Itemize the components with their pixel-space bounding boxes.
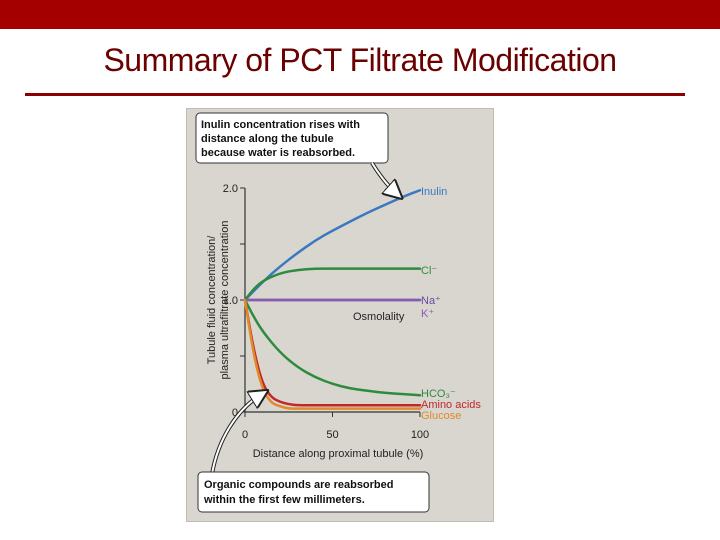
series-label-glucose: Glucose <box>421 410 461 422</box>
callout-bottom-line-1: Organic compounds are reabsorbed <box>204 479 394 491</box>
series-line-glucose <box>243 298 422 410</box>
top-accent-bar <box>0 0 720 29</box>
series-label-k: K⁺ <box>421 308 434 320</box>
series-label-hco3: HCO₃⁻ <box>421 388 456 400</box>
callout-bottom-box <box>197 471 430 513</box>
y-axis-label-line-1: Tubule fluid concentration/ <box>206 235 218 365</box>
callout-bottom-arrow-fill <box>211 394 262 475</box>
series-line-cl <box>243 267 422 302</box>
callout-top-line-3: because water is reabsorbed. <box>201 147 355 159</box>
series-label-inulin: Inulin <box>421 186 447 198</box>
series-label-cl: Cl⁻ <box>421 265 437 277</box>
y-tick-label: 1.0 <box>223 295 238 307</box>
callout-top-line-1: Inulin concentration rises with <box>201 119 360 131</box>
callout-bottom-line-2: within the first few millimeters. <box>203 494 365 506</box>
callout-top-box <box>195 112 389 164</box>
series-label-na: Na⁺ <box>421 295 441 307</box>
y-tick-label: 0 <box>232 407 238 419</box>
callout-top-line-2: distance along the tubule <box>201 133 334 145</box>
x-tick-label: 100 <box>411 429 429 441</box>
series-line-inulin <box>243 188 422 302</box>
x-tick-label: 0 <box>242 429 248 441</box>
callout-bottom-arrow <box>210 392 264 475</box>
series-label-amino-acids: Amino acids <box>421 399 481 411</box>
figure-panel <box>186 108 494 522</box>
callout-top-arrow-fill <box>371 162 397 194</box>
y-axis-label-line-2: plasma ultrafiltrate concentration <box>219 221 231 380</box>
x-tick-label: 50 <box>326 429 338 441</box>
title-underline <box>25 93 685 96</box>
slide-title: Summary of PCT Filtrate Modification <box>103 42 617 78</box>
series-line-hco <box>243 298 422 397</box>
y-tick-label: 2.0 <box>223 183 238 195</box>
x-axis-label: Distance along proximal tubule (%) <box>253 448 424 460</box>
series-label-osmolality: Osmolality <box>353 311 405 323</box>
